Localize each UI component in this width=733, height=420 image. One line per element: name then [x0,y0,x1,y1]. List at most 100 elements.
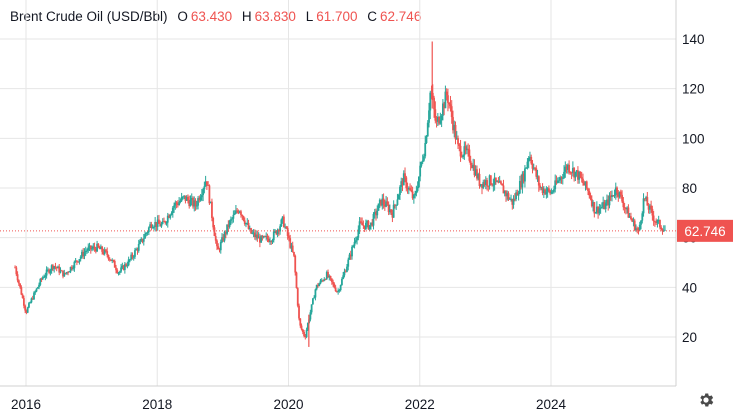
candle-body [462,155,464,157]
candle-body [330,278,333,282]
candle-body [318,283,321,287]
candle-body [15,267,18,275]
candle-body [115,267,117,271]
candle-body [121,265,124,268]
candle-body [459,145,462,157]
candle-body [597,206,600,214]
candle-body [217,246,220,250]
candle-body [664,229,666,231]
candle-body [478,173,481,186]
gear-icon[interactable] [697,391,715,409]
candle-body [182,196,184,198]
candlestick-series [14,41,666,347]
candle-body [319,280,322,284]
candle-body [651,208,654,216]
candle-body [77,261,80,263]
candle-body [293,251,295,256]
candle-body [401,181,404,186]
axis-lines [0,0,677,387]
candle-body [276,229,279,235]
candle-body [390,209,393,213]
candle-body [526,161,529,168]
candle-body [209,201,212,204]
candle-body [632,220,635,222]
candle-body [290,245,293,248]
candle-body [298,305,300,319]
candle-body [575,170,578,172]
candle-body [296,288,299,306]
candle-body [281,216,284,220]
candle-body [168,215,170,218]
x-tick-label: 2016 [11,397,41,412]
candle-body [173,205,175,208]
candle-body [118,271,121,273]
candle-body [426,122,429,137]
candle-body [84,250,87,253]
candle-body [335,291,338,292]
candle-body [91,248,93,250]
chart-legend: Brent Crude Oil (USD/Bbl) O 63.430 H 63.83… [10,9,421,24]
candle-body [107,255,110,259]
candle-body [609,195,612,198]
candle-body [233,213,236,215]
candle-body [380,199,382,206]
candle-body [510,198,512,200]
candle-body [198,198,201,201]
candle-body [189,199,192,207]
candle-body [93,246,96,249]
candle-body [394,204,396,206]
candle-body [472,164,475,168]
candle-body [623,207,626,208]
candle-body [218,249,221,251]
candle-body [41,277,44,280]
candle-body [156,219,159,227]
candle-body [571,168,574,173]
candle-body [498,181,501,183]
candle-body [275,230,278,235]
candle-body [323,279,326,281]
candle-body [176,203,179,206]
candle-body [655,222,658,224]
candle-body [154,221,157,228]
candle-body [337,290,340,292]
candle-body [479,184,482,186]
candle-body [471,164,473,168]
candle-body [212,217,215,228]
candle-body [314,289,317,298]
candle-body [232,214,235,219]
candle-body [150,224,153,229]
candle-body [33,292,35,300]
candle-body [522,173,525,182]
candle-body [136,249,139,251]
candle-body [231,218,234,220]
candle-body [648,205,651,210]
candle-body [129,259,131,261]
candle-body [120,267,122,272]
candle-body [202,189,205,196]
candle-body [493,177,496,185]
candle-body [111,260,114,261]
candle-body [334,287,337,292]
candle-body [52,265,54,269]
candle-body [144,234,146,239]
candle-body [35,288,38,292]
candle-body [511,198,514,205]
candle-body [45,269,48,276]
candle-body [309,312,312,320]
candle-body [366,221,369,223]
candle-body [409,187,411,191]
candle-body [149,224,151,228]
candle-body [19,283,22,288]
candle-body [392,204,395,218]
candle-body [421,160,424,162]
candle-body [192,198,194,207]
candle-body [294,255,297,273]
legend-close-value: 62.746 [380,9,422,24]
candle-body [261,236,264,238]
candle-body [348,254,351,260]
candle-body [469,160,472,165]
candle-body [101,246,104,252]
candle-body [243,220,246,225]
candle-body [251,232,254,234]
candle-body [256,234,259,239]
